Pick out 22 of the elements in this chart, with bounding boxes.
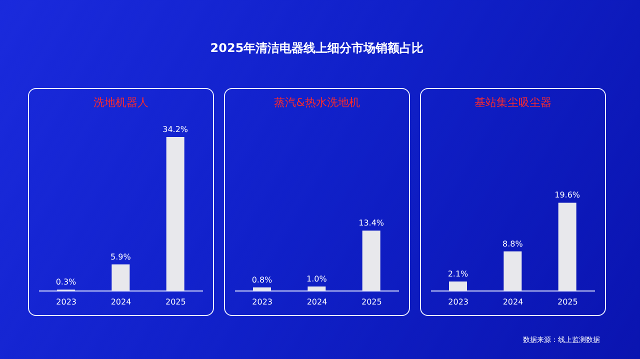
data-label: 1.0% [306, 274, 328, 284]
chart-subtitle: 基站集尘吸尘器 [474, 95, 552, 110]
x-tick-label: 2023 [252, 298, 273, 307]
x-tick-label: 2025 [361, 298, 382, 307]
x-tick-label: 2024 [306, 298, 328, 307]
chart-title: 2025年清洁电器线上细分市场销额占比 [209, 40, 425, 57]
x-tick-label: 2023 [56, 298, 77, 307]
data-label: 8.8% [502, 239, 524, 248]
chart-subtitle: 蒸汽&热水洗地机 [273, 95, 361, 110]
data-label: 13.4% [358, 218, 384, 228]
x-tick-label: 2023 [448, 298, 469, 307]
x-tick-label: 2025 [557, 298, 578, 307]
x-tick-label: 2025 [165, 298, 186, 307]
x-tick-label: 2024 [502, 298, 524, 307]
data-label: 34.2% [162, 125, 188, 134]
data-label: 19.6% [554, 190, 580, 200]
data-label: 5.9% [110, 252, 132, 262]
x-tick-label: 2024 [110, 298, 132, 307]
data-label: 0.8% [252, 275, 273, 284]
data-label: 0.3% [56, 278, 77, 287]
data-label: 2.1% [448, 270, 469, 279]
chart-subtitle: 洗地机器人 [92, 95, 150, 110]
